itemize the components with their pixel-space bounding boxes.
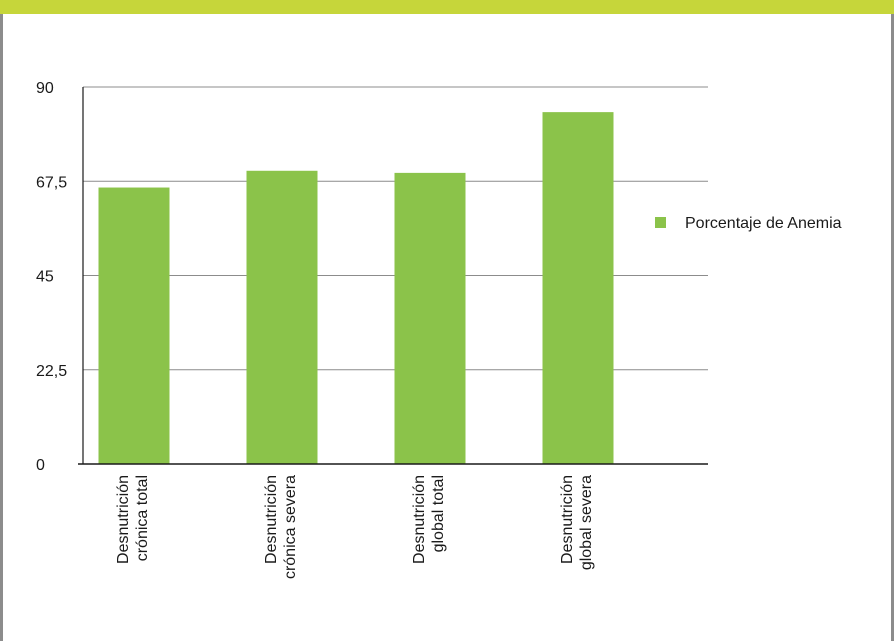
y-tick-label: 0 [36, 457, 45, 474]
y-tick-label: 45 [36, 269, 54, 286]
x-tick-label: global total [430, 475, 447, 552]
x-tick-label: Desnutrición [115, 475, 132, 564]
legend-swatch [655, 217, 666, 228]
bar-3 [394, 172, 466, 464]
y-tick-label: 22,5 [36, 363, 67, 380]
x-tick-label: crónica total [134, 475, 151, 561]
bar-2 [246, 170, 318, 464]
y-tick-label: 90 [36, 80, 54, 97]
legend-label: Porcentaje de Anemia [685, 215, 842, 232]
x-tick-label: global severa [578, 475, 595, 570]
header-bar [0, 0, 894, 14]
y-tick-label: 67,5 [36, 174, 67, 191]
x-tick-label: Desnutrición [263, 475, 280, 564]
x-tick-label: Desnutrición [559, 475, 576, 564]
x-tick-label: crónica severa [282, 475, 299, 579]
bar-4 [542, 112, 614, 464]
x-tick-label: Desnutrición [411, 475, 428, 564]
bar-1 [98, 187, 170, 465]
